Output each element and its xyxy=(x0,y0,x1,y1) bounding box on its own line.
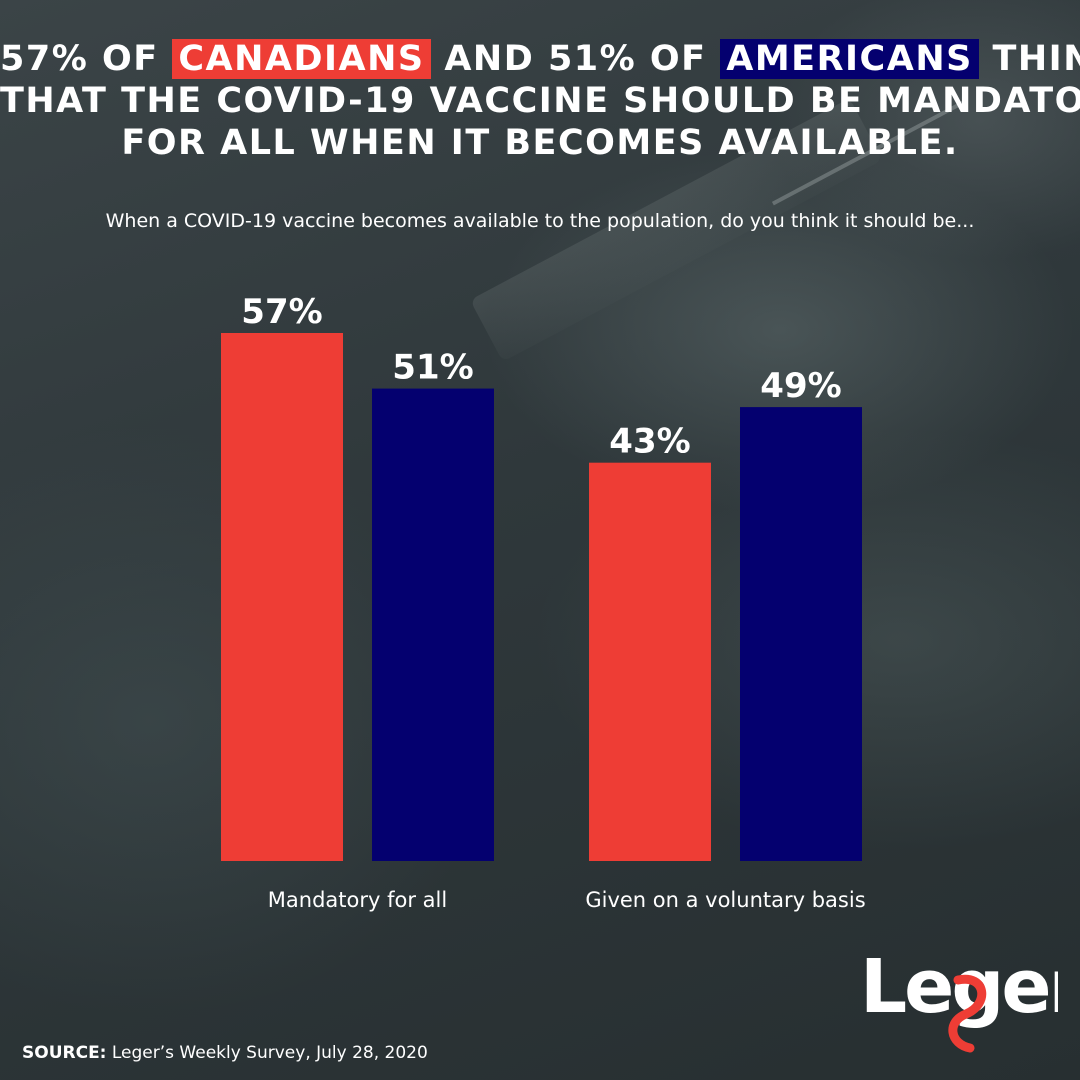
leger-logo: Leger xyxy=(858,940,1080,1055)
source-note: SOURCE: Leger’s Weekly Survey, July 28, … xyxy=(22,1043,428,1063)
bar-value-label-red-2: 43% xyxy=(609,422,690,462)
leger-logo-mark: Leger xyxy=(860,944,1080,1053)
headline-line-3: FOR ALL WHEN IT BECOMES AVAILABLE. xyxy=(121,123,959,163)
headline-line-2: THAT THE COVID-19 VACCINE SHOULD BE MAND… xyxy=(0,81,1080,121)
bar-red-2 xyxy=(589,462,711,861)
bar-value-label-blue-1: 51% xyxy=(392,348,473,388)
headline: 57% OF CANADIANS AND 51% OF AMERICANS TH… xyxy=(0,38,1080,164)
source-text: Leger’s Weekly Survey, July 28, 2020 xyxy=(106,1043,428,1063)
headline-line-1-pre: 57% OF xyxy=(0,39,173,79)
headline-americans-highlight: AMERICANS xyxy=(720,39,979,79)
bar-blue-2 xyxy=(740,407,862,861)
source-label: SOURCE: xyxy=(22,1043,107,1063)
bar-blue-1 xyxy=(372,388,494,861)
headline-line-1-post: THINK xyxy=(992,39,1080,79)
headline-canadians-highlight: CANADIANS xyxy=(172,39,431,79)
headline-line-1-mid: AND 51% OF xyxy=(430,39,721,79)
bar-red-1 xyxy=(221,333,343,861)
logo-accent-swoosh xyxy=(948,974,987,1053)
bar-value-label-blue-2: 49% xyxy=(760,366,841,406)
chart-question-subtitle: When a COVID-19 vaccine becomes availabl… xyxy=(105,210,975,232)
bar-value-label-red-1: 57% xyxy=(241,292,322,332)
category-label-1: Mandatory for all xyxy=(268,888,447,912)
headline-line-1: 57% OF CANADIANS AND 51% OF AMERICANS TH… xyxy=(0,38,1080,80)
category-label-2: Given on a voluntary basis xyxy=(585,888,865,912)
